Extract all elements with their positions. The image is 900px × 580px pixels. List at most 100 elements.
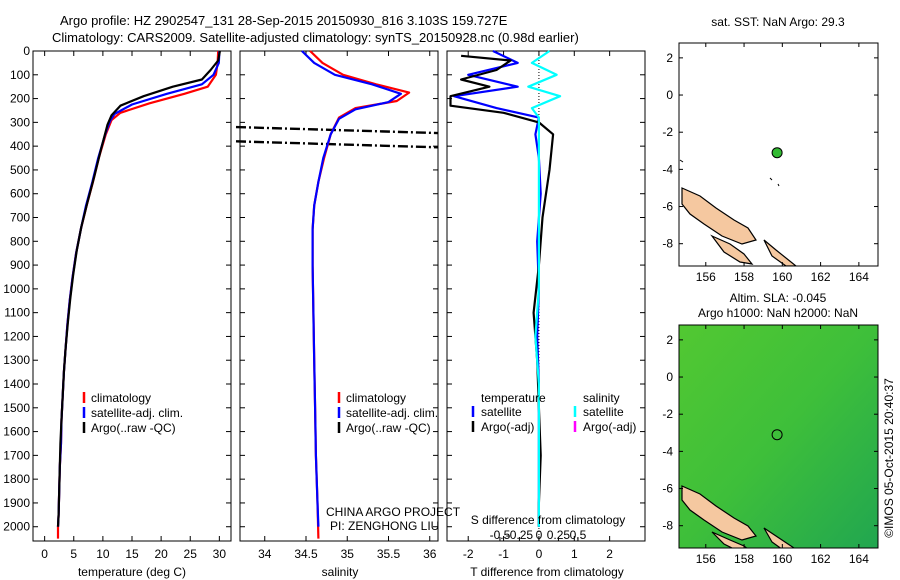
profile-title: Argo profile: HZ 2902547_131 28-Sep-2015… [60, 13, 508, 28]
s-tick-label: 0.5 [570, 528, 587, 542]
series-line-0 [453, 50, 542, 527]
argo-float-ring [771, 429, 783, 441]
difference-depth-ticks [447, 50, 645, 528]
lon-tick-label: 160 [772, 552, 792, 566]
legend-label: satellite-adj. clim. [346, 406, 438, 420]
x-tick-label: 15 [125, 547, 139, 561]
lon-tick-label: 156 [696, 270, 716, 284]
bougainville-coast-2 [711, 531, 748, 548]
depth-tick-label: 400 [10, 139, 30, 153]
s-tick-label: -0.5 [490, 528, 511, 542]
lon-tick-label: 164 [849, 552, 869, 566]
temperature-series [56, 50, 221, 539]
x-tick-label: 2 [606, 547, 613, 561]
depth-tick-label: 1200 [3, 329, 30, 343]
lon-tick-label: 156 [696, 552, 716, 566]
temperature-xlabel: temperature (deg C) [78, 565, 186, 579]
sla-map-title1: Altim. SLA: -0.045 [730, 291, 827, 305]
lat-tick-label: -6 [662, 482, 673, 496]
sla-map-frame [678, 324, 879, 549]
lat-tick-label: -8 [662, 519, 673, 533]
mixed-layer-lines [235, 125, 439, 149]
legend-label: Argo(..raw -QC) [346, 421, 431, 435]
series-line-1 [301, 50, 402, 527]
bougainville-coast [710, 234, 754, 265]
sla-map-land [681, 485, 796, 548]
x-tick-label: 30 [213, 547, 227, 561]
sst-map-panel: sat. SST: NaN Argo: 29.3 156 158 160 162 164… [662, 15, 879, 284]
temperature-axes-box [32, 50, 232, 542]
depth-tick-label: 500 [10, 163, 30, 177]
small-islands [679, 159, 780, 187]
lat-tick-label: -8 [662, 237, 673, 251]
s-tick-label: -0.25 [506, 528, 534, 542]
x-tick-label: 25 [184, 547, 198, 561]
temperature-panel: 0100200300400500600700800900100011001200… [3, 44, 232, 579]
lon-tick-label: 158 [734, 552, 754, 566]
depth-tick-label: 1800 [3, 472, 30, 486]
salinity-axes-box [239, 50, 439, 542]
x-tick-label: -1 [498, 547, 509, 561]
x-tick-label: 5 [70, 547, 77, 561]
legend-label: satellite [481, 405, 522, 419]
mld-line [235, 140, 439, 149]
new-guinea-coast [681, 187, 757, 245]
credit-line2: PI: ZENGHONG LIU [330, 519, 439, 533]
series-line-1 [56, 50, 221, 527]
lat-tick-label: -4 [662, 162, 673, 176]
depth-axis: 0 100 200 300 400 500 600 700 800 900 1000 1100 1200… [3, 44, 231, 534]
lon-tick-label: 160 [772, 270, 792, 284]
new-guinea-coast-2 [681, 485, 758, 541]
legend-label: climatology [346, 391, 406, 405]
salinity-panel: 34 34.5 35 35.5 36 salinity climatologysatel… [235, 50, 461, 579]
x-tick-label: 0 [536, 547, 543, 561]
lon-tick-label: 158 [734, 270, 754, 284]
imos-timestamp: ©IMOS 05-Oct-2015 20:40:37 [882, 378, 896, 538]
legend-title-temperature: temperature [481, 391, 546, 405]
depth-tick-label: 1300 [3, 353, 30, 367]
lat-tick-label: 2 [666, 51, 673, 65]
lat-tick-label: -6 [662, 200, 673, 214]
x-tick-label: 0 [41, 547, 48, 561]
x-tick-label: 10 [96, 547, 110, 561]
sst-map-land [679, 159, 797, 266]
depth-tick-label: 1600 [3, 425, 30, 439]
depth-tick-label: 1700 [3, 448, 30, 462]
legend-label: satellite [583, 405, 624, 419]
solomon-islands-coast [763, 239, 797, 266]
depth-tick-label: 600 [10, 187, 30, 201]
depth-tick-label: 1900 [3, 496, 30, 510]
s-difference-label: S difference from climatology [471, 513, 626, 527]
x-tick-label: 35.5 [377, 547, 401, 561]
s-tick-label: 0.25 [547, 528, 571, 542]
salinity-depth-ticks [240, 50, 438, 528]
t-difference-label: T difference from climatology [470, 565, 624, 579]
legend-label: climatology [91, 391, 151, 405]
solomon-islands-coast-2 [763, 527, 796, 548]
sst-map-ticks: 156 158 160 162 164 2 0 -2 -4 -6 -8 [662, 43, 878, 284]
sla-map-ticks: 156 158 160 162 164 2 0 -2 -4 -6 -8 [662, 325, 878, 566]
series-line-2 [527, 50, 562, 527]
climatology-subtitle: Climatology: CARS2009. Satellite-adjuste… [52, 30, 579, 45]
legend-label: Argo(-adj) [583, 420, 636, 434]
depth-tick-label: 2000 [3, 520, 30, 534]
legend-label: Argo(-adj) [481, 420, 534, 434]
depth-tick-label: 100 [10, 68, 30, 82]
lat-tick-label: -2 [662, 407, 673, 421]
x-tick-label: 34 [258, 547, 272, 561]
depth-tick-label: 300 [10, 115, 30, 129]
lat-tick-label: -2 [662, 125, 673, 139]
x-tick-label: 20 [154, 547, 168, 561]
depth-tick-label: 1400 [3, 377, 30, 391]
x-tick-label: 34.5 [294, 547, 318, 561]
s-difference-x-axis: -0.5-0.2500.250.5 [490, 528, 587, 542]
sst-map-title: sat. SST: NaN Argo: 29.3 [711, 15, 845, 29]
x-tick-label: 36 [423, 547, 437, 561]
lat-tick-label: 0 [666, 88, 673, 102]
argo-float-marker [771, 147, 783, 159]
credit-line1: CHINA ARGO PROJECT [326, 505, 461, 519]
legend-title-salinity: salinity [583, 391, 620, 405]
difference-legend: temperature salinitysatelliteArgo(-adj)sa… [471, 391, 636, 434]
